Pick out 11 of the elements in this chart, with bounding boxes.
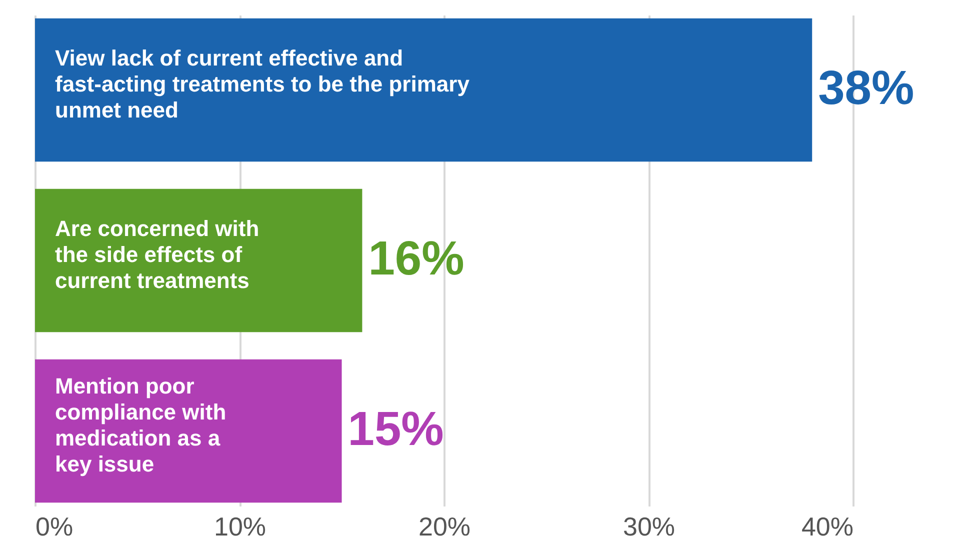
- data-label: 15%: [348, 402, 444, 456]
- data-label: 38%: [818, 62, 914, 116]
- x-tick-label: 40%: [801, 512, 854, 542]
- y-tick-label: View lack of current effective and fast-acting treatments to be the primary unmet need: [55, 45, 470, 122]
- data-label: 16%: [368, 232, 464, 286]
- x-tick-label: 30%: [622, 512, 676, 542]
- x-tick-label: 20%: [418, 512, 471, 542]
- y-tick-label: Mention poor compliance with medication as a key issue: [55, 373, 226, 476]
- y-tick-label: Are concerned with the side effects of current treatments: [55, 216, 260, 293]
- x-tick-label: 10%: [214, 512, 266, 542]
- x-tick-label: 0%: [36, 512, 74, 542]
